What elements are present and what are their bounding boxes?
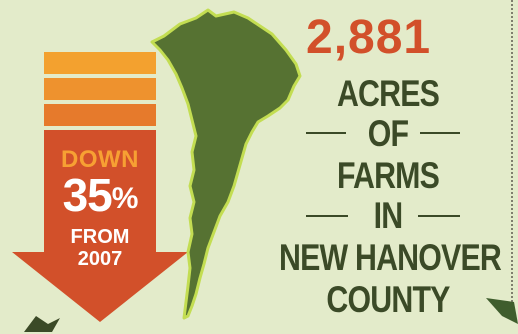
headline-line-4: IN — [373, 195, 404, 236]
percent-sign: % — [111, 182, 139, 215]
leaf-decoration — [24, 316, 60, 332]
headline-line-5: NEW HANOVER — [279, 237, 502, 278]
headline-line-2: OF — [367, 113, 409, 154]
divider-rule — [420, 132, 460, 134]
acres-count: 2,881 — [306, 11, 432, 64]
down-arrow-graphic — [12, 52, 188, 322]
county-map-graphic — [150, 8, 302, 320]
divider-rule — [306, 215, 348, 217]
headline-line-3: FARMS — [336, 155, 440, 196]
leaf-decoration — [486, 298, 518, 324]
dotted-border — [511, 0, 513, 318]
divider-rule — [306, 132, 346, 134]
percent-change: 35% — [44, 170, 156, 220]
year-label: 2007 — [77, 248, 123, 270]
percent-value: 35 — [62, 169, 113, 221]
headline-line-6: COUNTY — [326, 279, 450, 320]
down-label: DOWN — [61, 146, 139, 173]
from-label: FROM — [70, 226, 130, 248]
divider-rule — [418, 215, 460, 217]
headline-line-1: ACRES — [336, 73, 440, 114]
